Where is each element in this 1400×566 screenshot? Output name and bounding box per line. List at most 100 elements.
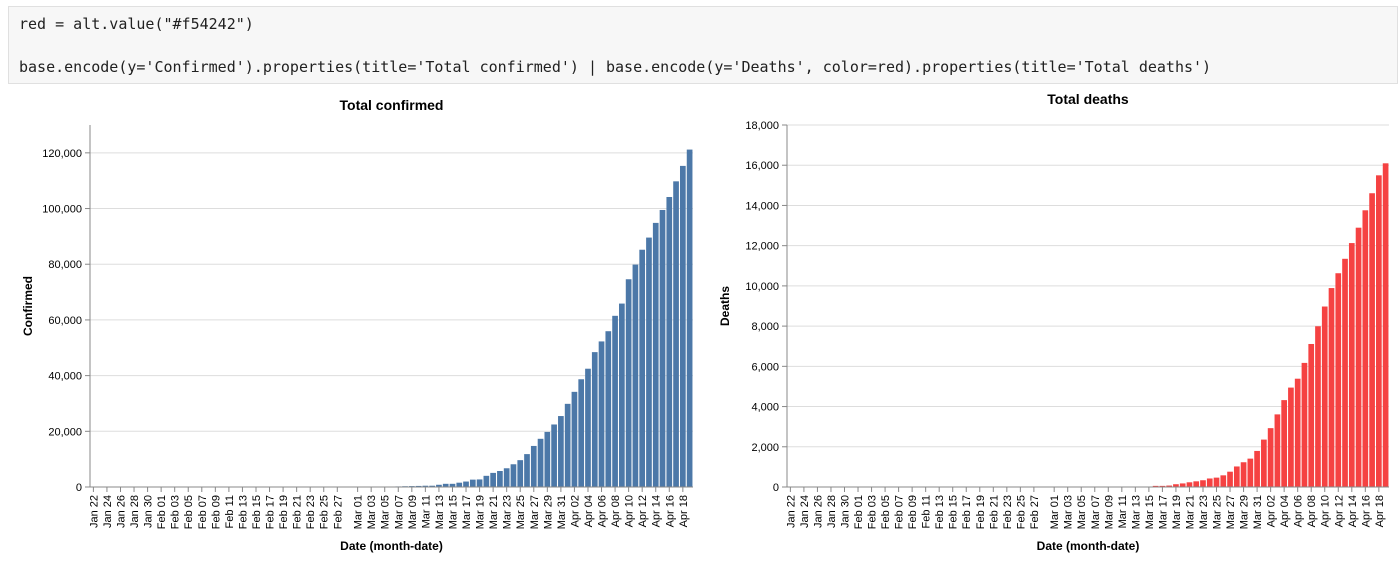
x-tick-label: Jan 24 [799, 495, 811, 528]
y-tick-label: 20,000 [48, 426, 82, 438]
bar [1308, 343, 1315, 487]
bar [1227, 471, 1233, 487]
bar [1220, 475, 1227, 487]
x-tick-label: Feb 21 [292, 495, 304, 529]
bar [1261, 439, 1267, 487]
x-tick-label: Apr 10 [624, 495, 636, 527]
bar [1315, 326, 1321, 487]
bar [1335, 273, 1342, 487]
x-tick-label: Feb 27 [332, 495, 344, 529]
bar [1247, 458, 1254, 487]
y-tick-label: 6,000 [751, 361, 779, 373]
x-tick-label: Apr 12 [1333, 495, 1345, 527]
bar [1206, 478, 1213, 487]
x-tick-label: Feb 17 [961, 495, 973, 529]
bar [652, 222, 659, 487]
x-tick-label: Mar 07 [1090, 495, 1102, 529]
x-tick-label: Mar 27 [1225, 495, 1237, 529]
y-tick-label: 14,000 [745, 200, 779, 212]
x-tick-label: Apr 04 [583, 495, 595, 527]
x-tick-label: Feb 19 [278, 495, 290, 529]
bar [544, 431, 551, 487]
bar [1267, 428, 1274, 487]
x-tick-label: Apr 12 [637, 495, 649, 527]
x-tick-label: Feb 01 [156, 495, 168, 529]
x-tick-label: Feb 19 [975, 495, 987, 529]
x-axis-title: Date (month-date) [340, 539, 443, 553]
bar [591, 352, 598, 487]
x-tick-label: Feb 03 [170, 495, 182, 529]
bar [612, 315, 618, 487]
x-tick-label: Feb 11 [224, 495, 236, 528]
code-line: base.encode(y='Confirmed').properties(ti… [19, 58, 1212, 76]
x-tick-label: Apr 18 [678, 495, 690, 527]
bar [483, 475, 490, 487]
x-tick-label: Jan 30 [839, 495, 851, 528]
bar [1342, 258, 1348, 487]
bar [476, 479, 483, 487]
x-tick-label: Feb 21 [988, 495, 1000, 529]
x-tick-label: Apr 06 [597, 495, 609, 527]
x-tick-label: Mar 31 [1252, 495, 1264, 529]
bar [1193, 481, 1200, 487]
x-tick-label: Apr 02 [569, 495, 581, 527]
x-tick-label: Feb 23 [305, 495, 317, 529]
x-tick-label: Feb 09 [907, 495, 919, 529]
bar [537, 438, 544, 487]
x-tick-label: Apr 04 [1279, 495, 1291, 527]
x-tick-label: Apr 10 [1320, 495, 1332, 527]
x-tick-label: Feb 25 [1015, 495, 1027, 529]
x-tick-label: Apr 16 [664, 495, 676, 527]
bar [1348, 243, 1355, 487]
bar [1254, 450, 1260, 487]
bar [1186, 482, 1193, 487]
bar [666, 196, 673, 488]
x-tick-label: Jan 26 [115, 495, 127, 528]
y-tick-label: 40,000 [48, 371, 82, 383]
x-tick-label: Mar 21 [488, 495, 500, 529]
x-tick-label: Feb 17 [265, 495, 277, 529]
bar [456, 482, 463, 487]
x-tick-label: Mar 19 [1171, 495, 1183, 529]
code-cell[interactable]: red = alt.value("#f54242") base.encode(y… [8, 6, 1398, 84]
y-tick-label: 0 [76, 482, 82, 494]
x-tick-label: Jan 22 [785, 495, 797, 528]
x-tick-label: Feb 07 [894, 495, 906, 529]
x-tick-label: Feb 25 [319, 495, 331, 529]
x-tick-label: Mar 17 [461, 495, 473, 529]
y-tick-label: 60,000 [48, 315, 82, 327]
bar [1213, 477, 1220, 487]
x-tick-label: Apr 16 [1360, 495, 1372, 527]
bar [1301, 362, 1308, 487]
y-tick-label: 120,000 [42, 148, 82, 160]
bar [585, 368, 591, 487]
bar [503, 468, 510, 487]
x-tick-label: Apr 18 [1374, 495, 1386, 527]
bar [564, 403, 571, 487]
x-tick-label: Feb 09 [210, 495, 222, 529]
x-tick-label: Mar 05 [380, 495, 392, 529]
bar [558, 416, 564, 487]
x-tick-label: Mar 09 [407, 495, 419, 529]
x-tick-label: Apr 08 [610, 495, 622, 527]
y-axis-title: Confirmed [21, 276, 35, 336]
bar [1166, 485, 1173, 487]
x-tick-label: Feb 01 [853, 495, 865, 529]
bar [449, 483, 456, 487]
x-tick-label: Jan 28 [129, 495, 141, 528]
bar [1376, 175, 1382, 487]
x-tick-label: Feb 13 [934, 495, 946, 529]
x-tick-label: Mar 13 [434, 495, 446, 529]
y-tick-label: 2,000 [751, 442, 779, 454]
bar [578, 379, 585, 487]
bar [673, 181, 679, 487]
x-tick-label: Feb 11 [921, 495, 933, 528]
x-tick-label: Feb 15 [948, 495, 960, 529]
chart-title: Total deaths [1047, 91, 1129, 107]
bar [605, 331, 612, 487]
bar [1281, 400, 1287, 487]
bar [1200, 480, 1206, 487]
bar [415, 485, 422, 487]
bar [625, 279, 632, 487]
